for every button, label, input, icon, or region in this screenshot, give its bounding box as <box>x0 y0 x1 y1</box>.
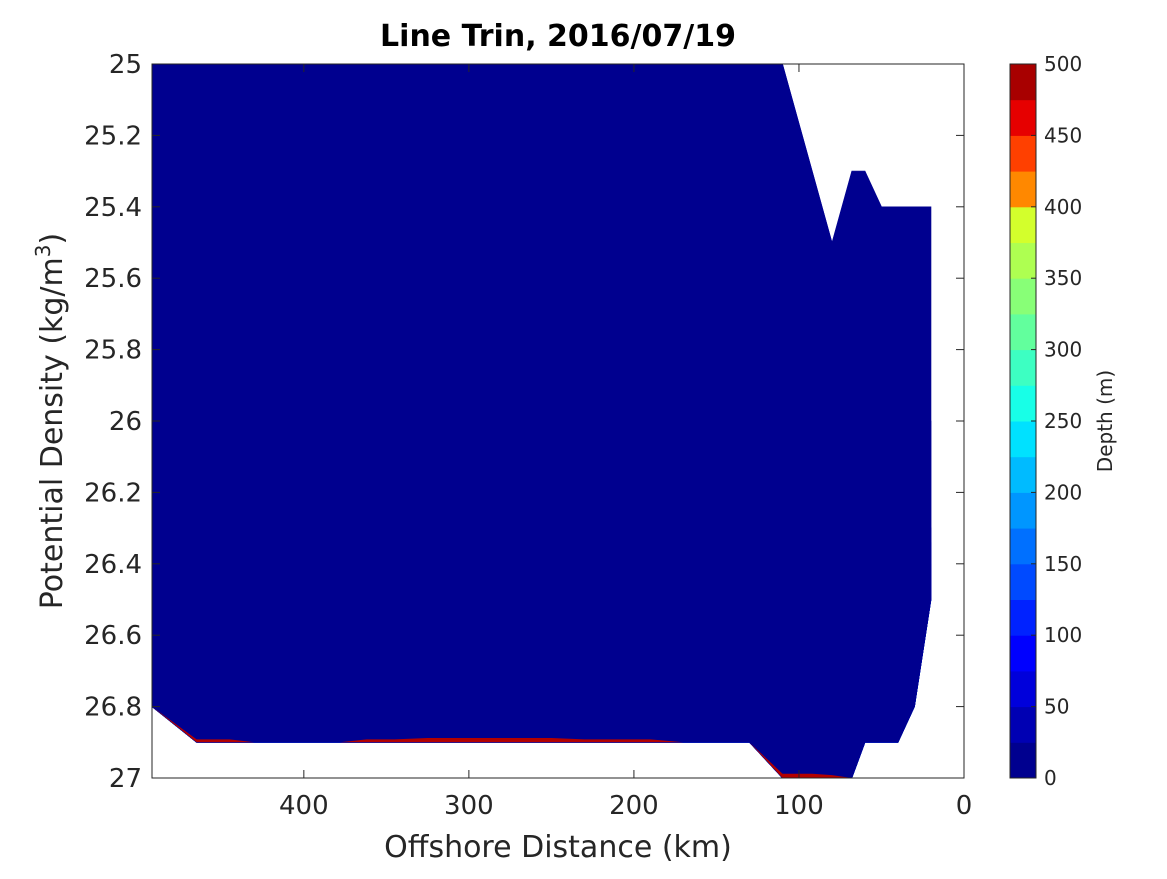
y-tick-label: 25.8 <box>84 336 142 366</box>
plot-area: 400 300 200 100 0 25 25.2 25.4 25.6 25.8 26 26.2 26… <box>84 50 972 821</box>
y-tick-label: 25 <box>109 50 142 80</box>
colorbar-level-475-500 <box>1010 64 1036 101</box>
colorbar-tick-label: 150 <box>1044 552 1082 576</box>
colorbar-level-450-475 <box>1010 99 1036 136</box>
colorbar-level-0-25 <box>1010 742 1036 779</box>
colorbar-level-25-50 <box>1010 706 1036 743</box>
colorbar-level-275-300 <box>1010 349 1036 386</box>
x-axis-label: Offshore Distance (km) <box>384 830 732 865</box>
x-tick-label: 400 <box>279 791 329 821</box>
y-tick-label: 26 <box>109 407 142 437</box>
y-axis-label-close: ) <box>35 233 70 245</box>
contour-band-deepest <box>152 599 931 778</box>
colorbar-level-50-75 <box>1010 670 1036 708</box>
colorbar-level-200-225 <box>1010 456 1036 493</box>
y-axis-label-superscript: 3 <box>31 244 55 257</box>
y-tick-label: 25.2 <box>84 121 142 151</box>
y-axis-label: Potential Density (kg/m3) <box>31 233 70 609</box>
colorbar-level-75-100 <box>1010 635 1036 672</box>
colorbar-level-225-250 <box>1010 421 1036 458</box>
y-tick-label: 26.2 <box>84 478 142 508</box>
colorbar-level-350-375 <box>1010 242 1036 279</box>
y-axis-label-main: Potential Density (kg/m <box>35 257 70 609</box>
y-tick-label: 25.4 <box>84 193 142 223</box>
y-tick-label: 26.8 <box>84 693 142 723</box>
x-tick-label: 300 <box>444 791 494 821</box>
contour-fill-layer <box>152 64 932 778</box>
x-tick-label: 100 <box>774 791 824 821</box>
colorbar-level-375-400 <box>1010 206 1036 243</box>
colorbar: 0 50 100 150 200 250 300 350 400 450 500 Depth (m) <box>1009 52 1117 790</box>
x-axis: 400 300 200 100 0 <box>279 64 972 821</box>
colorbar-tick-label: 450 <box>1044 123 1082 147</box>
y-tick-label: 25.6 <box>84 264 142 294</box>
colorbar-level-125-150 <box>1010 563 1036 600</box>
colorbar-label: Depth (m) <box>1093 370 1117 472</box>
colorbar-tick-label: 350 <box>1044 266 1082 290</box>
colorbar-tick-label: 200 <box>1044 480 1082 504</box>
colorbar-ticks: 0 50 100 150 200 250 300 350 400 450 500 <box>1031 52 1082 790</box>
y-tick-label: 26.6 <box>84 621 142 651</box>
colorbar-tick-label: 100 <box>1044 623 1082 647</box>
colorbar-level-250-275 <box>1010 385 1036 422</box>
y-tick-label: 27 <box>109 764 142 794</box>
y-tick-label: 26.4 <box>84 550 142 580</box>
y-axis: 25 25.2 25.4 25.6 25.8 26 26.2 26.4 26.6 26.8 27 <box>84 50 964 794</box>
colorbar-level-100-125 <box>1010 599 1036 636</box>
colorbar-level-425-450 <box>1010 135 1036 172</box>
colorbar-tick-label: 50 <box>1044 695 1069 719</box>
colorbar-tick-label: 0 <box>1044 766 1057 790</box>
colorbar-level-175-200 <box>1010 492 1036 529</box>
colorbar-tick-label: 250 <box>1044 409 1082 433</box>
colorbar-tick-label: 400 <box>1044 195 1082 219</box>
colorbar-tick-label: 500 <box>1044 52 1082 76</box>
colorbar-level-300-325 <box>1010 313 1036 351</box>
chart-title: Line Trin, 2016/07/19 <box>380 19 736 54</box>
x-tick-label: 0 <box>956 791 973 821</box>
colorbar-level-150-175 <box>1010 528 1036 565</box>
x-tick-label: 200 <box>609 791 659 821</box>
colorbar-level-325-350 <box>1010 278 1036 315</box>
colorbar-tick-label: 300 <box>1044 338 1082 362</box>
colorbar-swatches <box>1010 64 1036 779</box>
colorbar-level-400-425 <box>1010 171 1036 208</box>
